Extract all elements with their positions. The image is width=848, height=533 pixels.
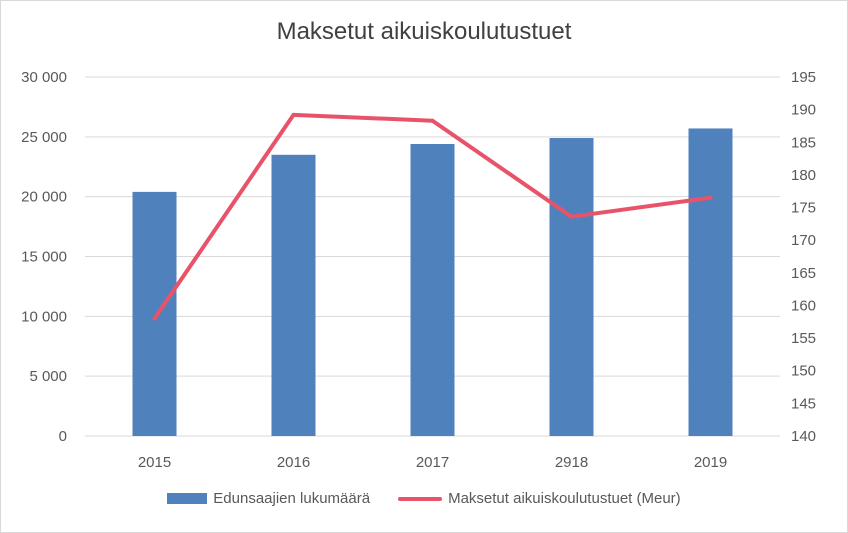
x-tick-label: 2918 [555, 454, 588, 471]
bar-beneficiaries [688, 128, 733, 436]
y-right-tick-label: 145 [791, 395, 816, 412]
y-left-tick-label: 15 000 [21, 249, 67, 266]
y-right-tick-label: 195 [791, 69, 816, 86]
line-point-payments [569, 214, 574, 219]
legend: Edunsaajien lukumäärä Maksetut aikuiskou… [0, 490, 848, 507]
x-tick-label: 2016 [277, 454, 310, 471]
x-tick-label: 2017 [416, 454, 449, 471]
legend-label-payments: Maksetut aikuiskoulutustuet (Meur) [448, 490, 681, 507]
legend-swatch-bar [167, 493, 208, 504]
legend-label-beneficiaries: Edunsaajien lukumäärä [213, 490, 371, 507]
bar-beneficiaries [132, 191, 177, 436]
y-left-tick-label: 25 000 [21, 129, 67, 146]
y-left-tick-label: 10 000 [21, 308, 67, 325]
y-right-tick-label: 190 [791, 102, 816, 119]
y-right-tick-label: 170 [791, 232, 816, 249]
x-tick-label: 2019 [694, 454, 727, 471]
y-right-tick-label: 160 [791, 297, 816, 314]
y-left-tick-label: 5 000 [29, 368, 67, 385]
legend-item-payments: Maksetut aikuiskoulutustuet (Meur) [398, 490, 681, 507]
y-right-tick-label: 175 [791, 200, 816, 217]
y-right-tick-label: 155 [791, 330, 816, 347]
y-right-tick-label: 140 [791, 428, 816, 445]
y-right-tick-label: 185 [791, 134, 816, 151]
bar-beneficiaries [410, 144, 455, 436]
y-left-tick-label: 0 [59, 428, 67, 445]
y-right-tick-label: 165 [791, 265, 816, 282]
legend-item-beneficiaries: Edunsaajien lukumäärä [167, 490, 370, 507]
line-point-payments [430, 118, 435, 123]
bar-beneficiaries [549, 138, 594, 436]
x-tick-label: 2015 [138, 454, 171, 471]
y-left-tick-label: 20 000 [21, 189, 67, 206]
y-right-tick-label: 150 [791, 363, 816, 380]
line-point-payments [708, 195, 713, 200]
line-point-payments [291, 112, 296, 117]
chart-title: Maksetut aikuiskoulutustuet [276, 18, 572, 45]
line-point-payments [152, 316, 157, 321]
bar-beneficiaries [271, 154, 316, 437]
y-right-tick-label: 180 [791, 167, 816, 184]
y-left-tick-label: 30 000 [21, 69, 67, 86]
legend-swatch-line [398, 496, 443, 501]
